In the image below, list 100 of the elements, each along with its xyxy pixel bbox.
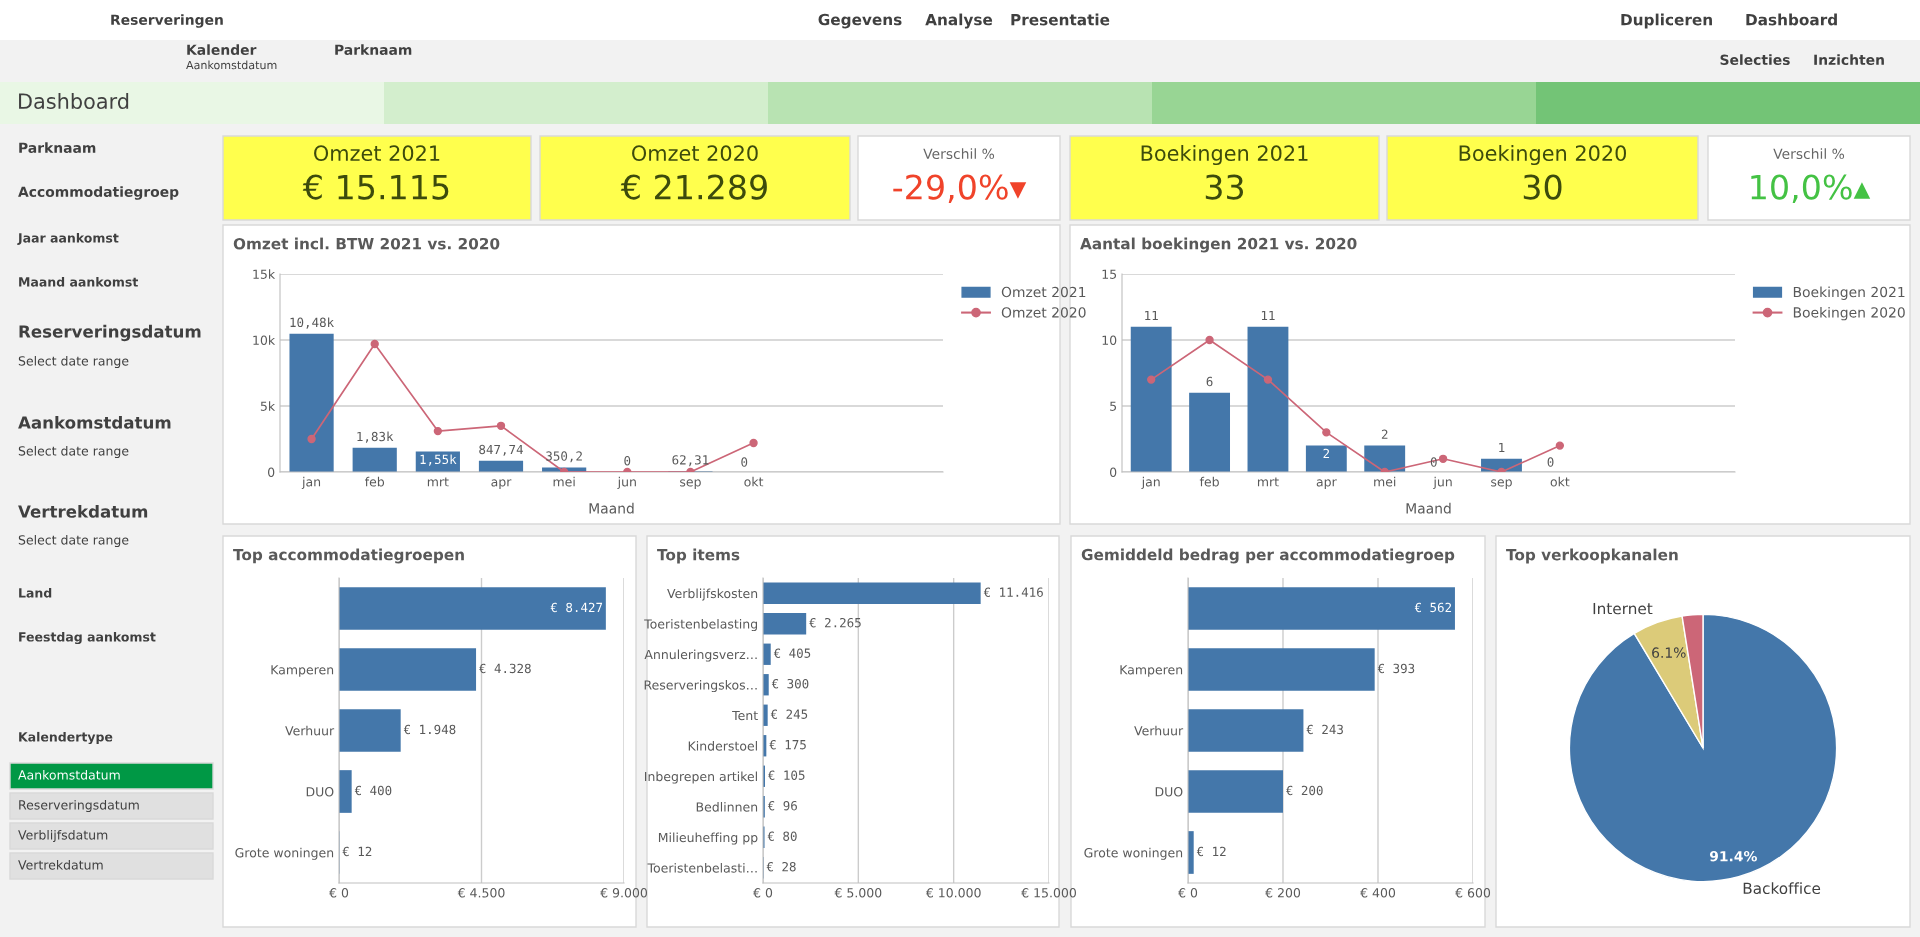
text: Boekingen 2020 — [1459, 144, 1627, 166]
data-label: € 200 — [1286, 785, 1323, 796]
data-label: 2 — [1323, 448, 1330, 458]
data-label: 11 — [1145, 310, 1158, 321]
y-tick-label: DUO — [306, 786, 334, 797]
text: Reserveringsdatum — [19, 799, 139, 813]
data-label: 91.4% — [1709, 850, 1757, 862]
x-tick-label: € 4.500 — [457, 888, 505, 898]
data-label: € 80 — [767, 831, 797, 841]
chart-title: Top accommodatiegroepen — [233, 548, 464, 564]
chart-title: Aantal boekingen 2021 vs. 2020 — [1080, 237, 1357, 253]
text: Jaar aankomst — [17, 232, 119, 245]
data-label: 0 — [624, 455, 631, 466]
text: € 15.115 — [302, 174, 449, 200]
data-label: € 8.427 — [550, 602, 603, 613]
y-tick-label: 0 — [1110, 467, 1117, 477]
x-axis-title: Maand — [589, 502, 634, 514]
y-tick-label: Annuleringsverz… — [644, 649, 757, 662]
y-tick-label: Grote woningen — [235, 847, 334, 860]
x-tick-label: mrt — [427, 477, 449, 487]
text: Select date range — [18, 534, 129, 548]
y-tick-label: Toeristenbelasting — [644, 619, 757, 632]
x-tick-label: mrt — [1257, 477, 1279, 487]
y-tick-label: Toeristenbelasti… — [647, 863, 757, 873]
data-label: 1,55k — [420, 454, 457, 466]
legend-label: Omzet 2021 — [1001, 286, 1086, 298]
x-tick-label: mei — [1374, 476, 1396, 487]
text: 10,0%▴ — [1751, 174, 1871, 204]
text: € 21.289 — [620, 174, 767, 200]
slice-label: Internet — [1593, 602, 1653, 615]
text: Inzichten — [1814, 54, 1884, 66]
data-label: 350,2 — [546, 451, 582, 463]
y-tick-label: 10 — [1102, 335, 1117, 345]
chart-title: Top verkoopkanalen — [1506, 548, 1678, 564]
text: Vertrekdatum — [18, 859, 103, 870]
x-tick-label: € 0 — [1178, 888, 1198, 898]
x-tick-label: € 0 — [329, 888, 349, 898]
data-label: € 105 — [768, 770, 805, 780]
text: Parknaam — [19, 142, 96, 154]
data-label: € 243 — [1306, 724, 1343, 735]
data-label: € 1.948 — [403, 724, 456, 735]
text: Select date range — [18, 445, 129, 459]
data-label: € 400 — [354, 785, 392, 796]
data-label: € 11.416 — [983, 587, 1043, 597]
x-tick-label: okt — [744, 476, 764, 487]
x-tick-label: jun — [617, 476, 636, 489]
data-label: 0 — [741, 457, 748, 467]
data-label: 11 — [1261, 310, 1275, 321]
data-label: 2 — [1381, 429, 1388, 439]
data-label: € 96 — [767, 800, 797, 811]
chart-title: Top items — [657, 548, 740, 564]
data-label: 1,83k — [357, 431, 394, 443]
y-tick-label: 15 — [1102, 269, 1117, 279]
text: Aankomstdatum — [18, 769, 120, 780]
chart-title: Omzet incl. BTW 2021 vs. 2020 — [233, 237, 500, 250]
data-label: € 562 — [1414, 602, 1452, 613]
text: Dashboard — [1746, 13, 1837, 26]
x-tick-label: € 9.000 — [600, 888, 648, 898]
x-tick-label: apr — [1316, 479, 1337, 489]
text: Omzet 2021 — [314, 145, 440, 162]
text: Verschil % — [1773, 148, 1845, 160]
text: Reserveringsdatum — [19, 324, 201, 342]
text: Land — [19, 587, 52, 598]
chart-title: Gemiddeld bedrag per accommodatiegroep — [1081, 548, 1455, 564]
x-tick-label: € 0 — [753, 888, 773, 898]
text: 33 — [1205, 174, 1244, 200]
x-tick-label: feb — [364, 476, 385, 487]
x-axis-title: Maand — [1406, 502, 1451, 514]
text: Analyse — [925, 13, 993, 29]
y-tick-label: Bedlinnen — [696, 802, 758, 812]
data-label: € 245 — [770, 709, 808, 719]
text: Dashboard — [19, 92, 129, 110]
text: -29,0%▾ — [893, 174, 1027, 204]
legend-label: Boekingen 2021 — [1793, 286, 1905, 300]
data-label: 6 — [1206, 376, 1213, 387]
data-label: € 12 — [342, 846, 372, 857]
y-tick-label: 5k — [260, 401, 276, 411]
text: Verschil % — [923, 148, 995, 160]
data-label: € 2.265 — [809, 617, 861, 628]
y-tick-label: 10k — [253, 335, 276, 345]
text: Kalender — [187, 44, 257, 56]
legend-label: Omzet 2020 — [1001, 307, 1086, 318]
data-label: € 405 — [773, 648, 811, 658]
x-tick-label: € 200 — [1265, 888, 1301, 898]
y-tick-label: Kamperen — [1120, 665, 1183, 677]
y-tick-label: Reserveringskos… — [644, 680, 757, 693]
data-label: € 12 — [1196, 846, 1226, 857]
text: 30 — [1523, 174, 1562, 200]
x-tick-label: € 5.000 — [834, 888, 882, 898]
data-label: € 175 — [769, 739, 806, 750]
text: Reserveringen — [111, 14, 223, 28]
x-tick-label: € 10.000 — [925, 888, 981, 898]
x-tick-label: € 15.000 — [1021, 888, 1076, 898]
text: Maand aankomst — [19, 276, 138, 287]
text: Omzet 2020 — [632, 145, 758, 162]
text: Accommodatiegroep — [18, 186, 179, 200]
x-tick-label: € 400 — [1360, 888, 1396, 898]
text: Aankomstdatum — [186, 60, 277, 70]
y-tick-label: DUO — [1155, 786, 1183, 797]
data-label: € 28 — [766, 861, 796, 872]
